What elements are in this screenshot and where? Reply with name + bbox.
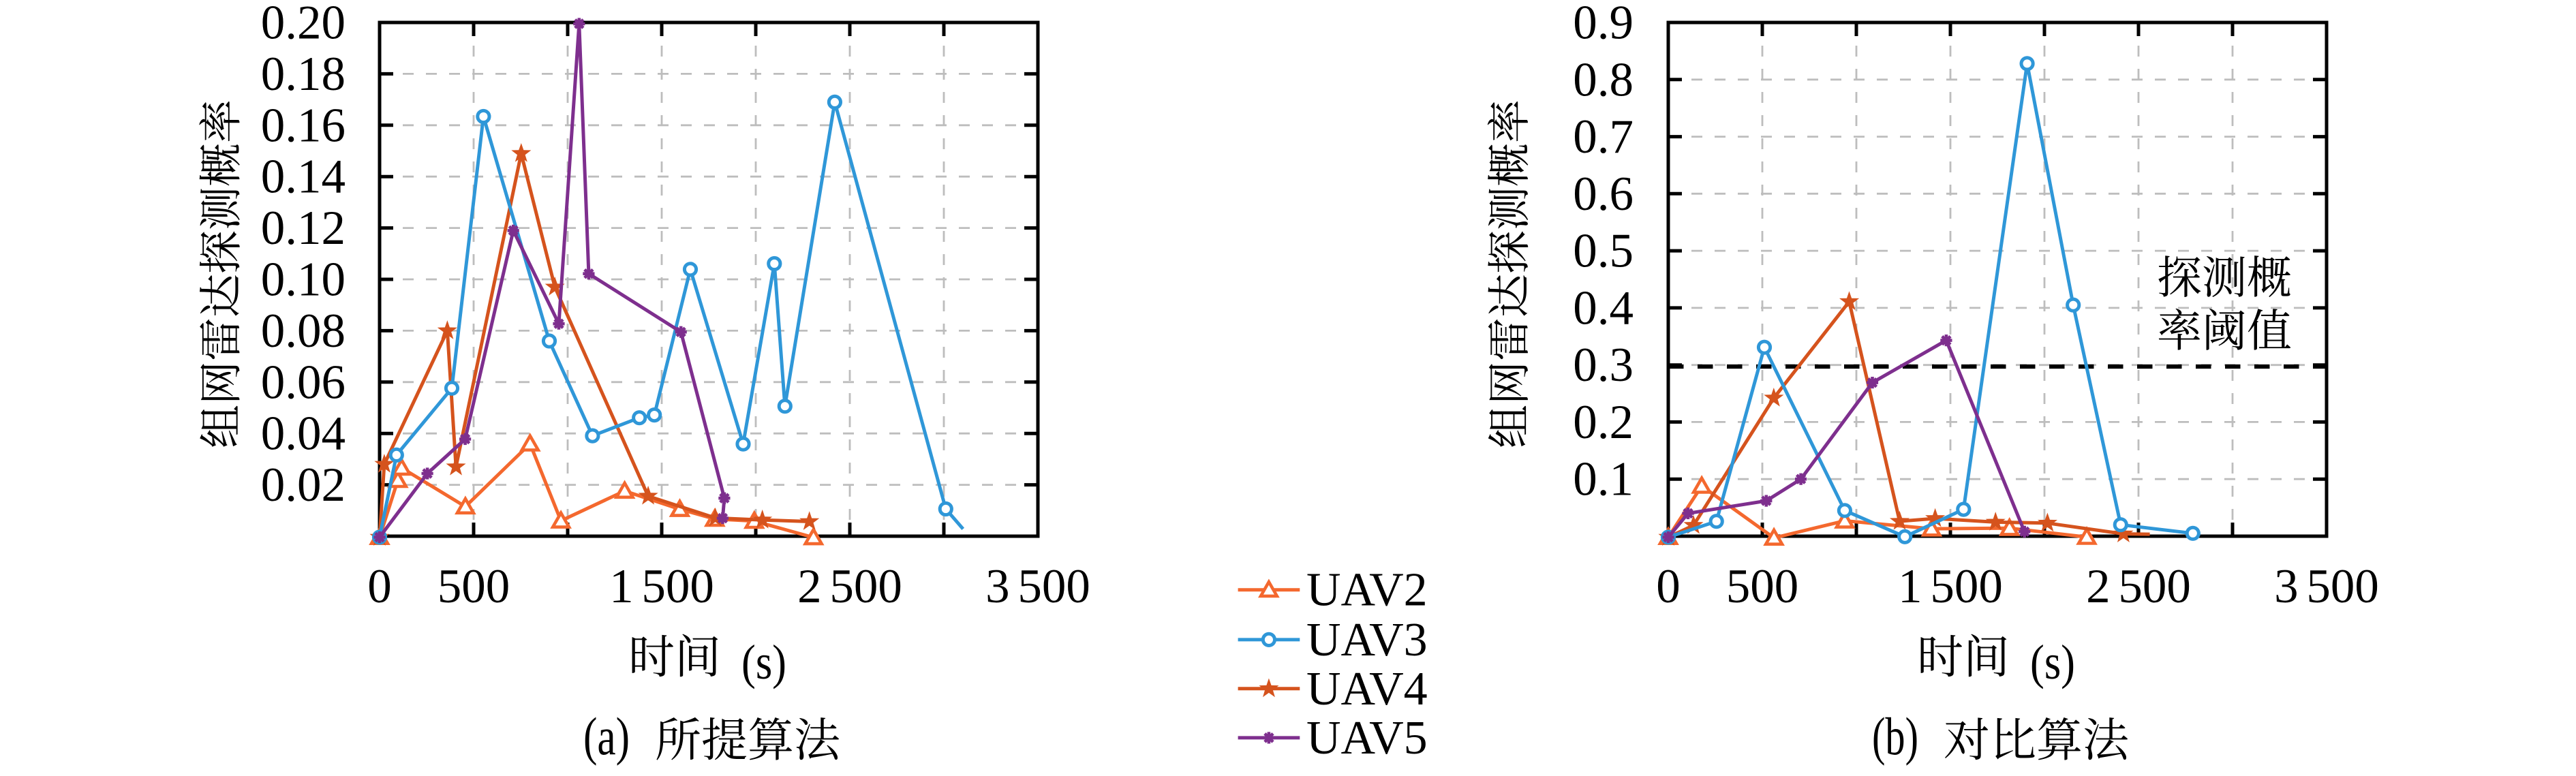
svg-text:2 500: 2 500 (2086, 560, 2191, 613)
svg-text:0.02: 0.02 (261, 459, 346, 512)
svg-text:1 500: 1 500 (609, 560, 714, 613)
svg-text:0.12: 0.12 (261, 202, 346, 255)
svg-text:0.08: 0.08 (261, 305, 346, 358)
svg-text:500: 500 (1726, 560, 1799, 613)
svg-text:0: 0 (1656, 560, 1681, 613)
svg-text:0.3: 0.3 (1573, 339, 1634, 392)
svg-text:2 500: 2 500 (797, 560, 902, 613)
svg-text:0.18: 0.18 (261, 48, 346, 101)
svg-text:0.04: 0.04 (261, 407, 346, 461)
svg-text:0.10: 0.10 (261, 253, 346, 307)
svg-text:UAV3: UAV3 (1306, 614, 1428, 666)
svg-text:0.4: 0.4 (1573, 281, 1634, 335)
svg-text:(s): (s) (2030, 635, 2075, 689)
svg-text:0.7: 0.7 (1573, 110, 1634, 164)
svg-text:UAV4: UAV4 (1306, 663, 1428, 715)
svg-text:0.5: 0.5 (1573, 225, 1634, 278)
svg-text:0.14: 0.14 (261, 151, 346, 204)
svg-text:0.2: 0.2 (1573, 396, 1634, 449)
svg-text:UAV2: UAV2 (1306, 564, 1428, 617)
svg-text:(a): (a) (583, 707, 630, 766)
svg-text:0.9: 0.9 (1573, 0, 1634, 50)
svg-text:0.6: 0.6 (1573, 168, 1634, 221)
svg-text:500: 500 (438, 560, 510, 613)
svg-text:0.06: 0.06 (261, 356, 346, 409)
svg-text:0: 0 (367, 560, 392, 613)
svg-text:UAV5: UAV5 (1306, 712, 1428, 764)
svg-text:0.16: 0.16 (261, 99, 346, 152)
svg-text:0.8: 0.8 (1573, 53, 1634, 106)
svg-text:(s): (s) (741, 635, 786, 689)
svg-text:3 500: 3 500 (985, 560, 1090, 613)
svg-text:3 500: 3 500 (2274, 560, 2379, 613)
svg-text:(b): (b) (1872, 707, 1918, 766)
svg-text:1 500: 1 500 (1898, 560, 2003, 613)
svg-text:0.1: 0.1 (1573, 453, 1634, 506)
svg-text:0.20: 0.20 (261, 0, 346, 50)
